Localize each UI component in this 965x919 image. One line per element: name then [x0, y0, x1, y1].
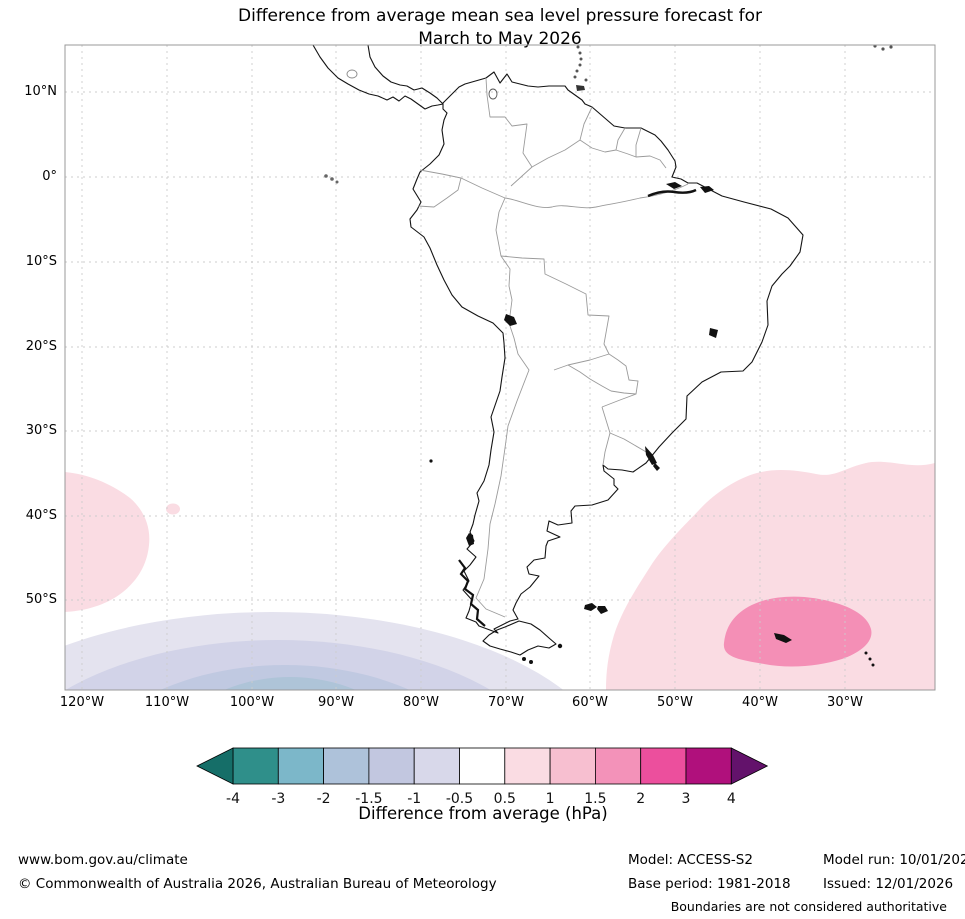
colorbar-tick-label: 3	[682, 791, 691, 807]
lon-tick-label: 120°W	[59, 695, 105, 710]
lon-tick-label: 90°W	[318, 695, 354, 710]
lat-tick-label: 40°S	[25, 508, 57, 523]
footer-disclaimer: Boundaries are not considered authoritat…	[670, 899, 947, 914]
lat-tick-label: 10°S	[25, 254, 57, 269]
lon-axis: 120°W 110°W 100°W 90°W 80°W 70°W 60°W 50°W 40°W 3…	[0, 695, 965, 715]
southern-negative-band-2	[65, 640, 491, 690]
colorbar-segment	[549, 747, 596, 785]
colorbar-segment	[232, 747, 279, 785]
colorbar-below-arrow	[196, 747, 234, 785]
lat-tick-label: 50°S	[25, 592, 57, 607]
footer-issued: Issued: 12/01/2026	[823, 876, 954, 892]
colorbar-segment	[323, 747, 370, 785]
colorbar-tick-label: -3	[271, 791, 285, 807]
footer-base-period: Base period: 1981-2018	[628, 876, 791, 892]
lat-tick-label: 30°S	[25, 423, 57, 438]
colorbar-tick-label: -4	[226, 791, 240, 807]
footer-copyright: © Commonwealth of Australia 2026, Austra…	[18, 876, 497, 892]
lat-tick-label: 10°N	[24, 84, 57, 99]
lon-tick-label: 100°W	[229, 695, 275, 710]
pacific-positive-anomaly	[65, 472, 150, 612]
lon-tick-label: 60°W	[572, 695, 608, 710]
atlantic-positive-core	[723, 596, 872, 667]
lon-tick-label: 80°W	[403, 695, 439, 710]
lat-tick-label: 20°S	[25, 339, 57, 354]
chart-title-line-1: Difference from average mean sea level p…	[238, 6, 762, 26]
chart-title: Difference from average mean sea level p…	[65, 5, 935, 51]
colorbar-tick-label: -2	[317, 791, 331, 807]
country-borders	[346, 69, 689, 618]
southern-negative-band-4	[224, 677, 356, 690]
gridlines	[65, 45, 935, 690]
colorbar-segment	[504, 747, 551, 785]
colorbar-svg: -4 -3 -2 -1.5 -1 -0.5 0.5 1 1.5 2 3 4	[196, 747, 769, 807]
legend-title: Difference from average (hPa)	[358, 804, 608, 823]
pacific-positive-spot	[166, 503, 180, 515]
footer-url: www.bom.gov.au/climate	[18, 852, 188, 868]
colorbar-segment	[277, 747, 325, 785]
colorbar-above-arrow	[730, 747, 769, 785]
plot-frame	[64, 44, 936, 691]
colorbar-segment	[459, 747, 506, 785]
colorbar-tick-label: 0.5	[494, 791, 516, 807]
chart-title-line-2: March to May 2026	[418, 29, 582, 49]
lon-tick-label: 70°W	[488, 695, 524, 710]
lon-tick-label: 50°W	[657, 695, 693, 710]
colorbar-segment	[640, 747, 687, 785]
colorbar-tick-label: 1	[546, 791, 555, 807]
lon-tick-label: 30°W	[827, 695, 863, 710]
lat-tick-label: 0°	[42, 169, 57, 184]
colorbar-tick-label: -1.5	[355, 791, 382, 807]
colorbar-tick-label: 2	[636, 791, 645, 807]
lat-axis: 10°N 0° 10°S 20°S 30°S 40°S 50°S	[0, 0, 62, 700]
lon-tick-label: 40°W	[742, 695, 778, 710]
colorbar-tick-label: 4	[727, 791, 736, 807]
colorbar-segment	[594, 747, 642, 785]
colorbar-tick-label: -0.5	[446, 791, 473, 807]
footer-model: Model: ACCESS-S2	[628, 852, 753, 868]
colorbar-segment	[368, 747, 415, 785]
colorbar-tick-label: 1.5	[584, 791, 606, 807]
footer-model-run: Model run: 10/01/2026	[823, 852, 965, 868]
lon-tick-label: 110°W	[144, 695, 190, 710]
colorbar-tick-label: -1	[407, 791, 421, 807]
anomaly-regions	[65, 461, 935, 690]
colorbar-segment	[413, 747, 460, 785]
colorbar-segment	[685, 747, 732, 785]
islands-and-lakes	[324, 45, 893, 667]
